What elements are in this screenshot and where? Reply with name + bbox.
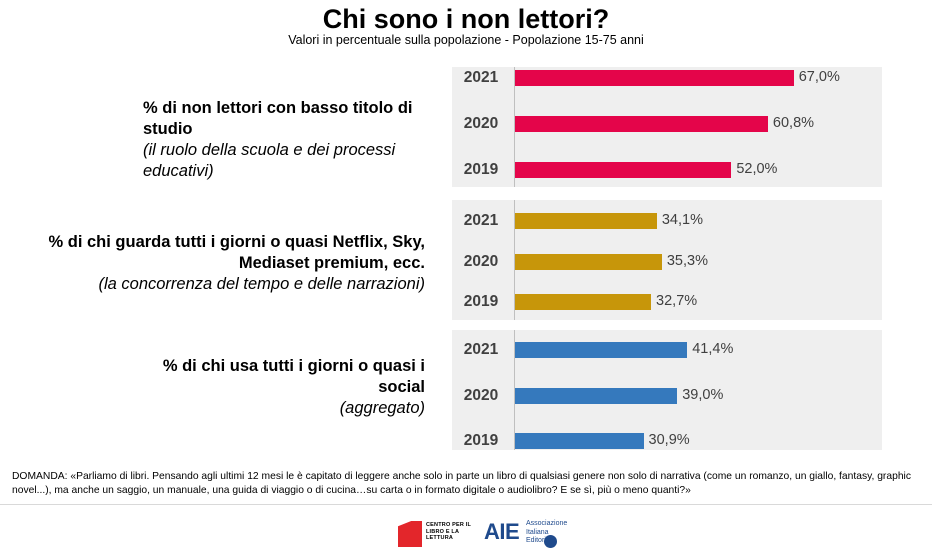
year-tick-label: 2021 [463, 69, 499, 86]
aie-logo-text: AIE [484, 519, 520, 544]
survey-question-footnote: DOMANDA: «Parliamo di libri. Pensando ag… [12, 471, 911, 496]
bar-3-2021 [515, 342, 688, 358]
bar-2-2021 [515, 213, 657, 229]
year-tick-label: 2019 [463, 293, 499, 310]
cepell-logo-mark-icon [398, 521, 422, 547]
cepell-logo: CENTRO PER IL LIBRO E LA LETTURA [398, 517, 478, 551]
cepell-logo-text: CENTRO PER IL LIBRO E LA LETTURA [426, 522, 471, 541]
group-label-low-education: % di non lettori con basso titolo di stu… [143, 99, 413, 180]
data-label: 52,0% [736, 161, 778, 177]
chart-subtitle: Valori in percentuale sulla popolazione … [288, 33, 644, 47]
category-axis-line [514, 330, 515, 450]
year-tick-label: 2021 [463, 212, 499, 229]
year-tick-label: 2020 [463, 387, 499, 404]
bar-2-2020 [515, 254, 662, 270]
year-tick-label: 2019 [463, 432, 499, 449]
year-tick-label: 2021 [463, 341, 499, 358]
group-label-social: % di chi usa tutti i giorni o quasi i so… [162, 357, 425, 417]
data-label: 39,0% [682, 387, 724, 403]
footer-divider [0, 504, 932, 505]
data-label: 35,3% [666, 253, 708, 269]
data-label: 60,8% [772, 115, 815, 131]
data-label: 41,4% [692, 341, 734, 357]
aie-logo-badge-icon [544, 535, 557, 548]
category-axis-line [514, 200, 515, 320]
bar-3-2019 [515, 433, 644, 449]
year-tick-label: 2020 [463, 253, 499, 270]
data-label: 34,1% [661, 212, 703, 228]
group-label-streaming: % di chi guarda tutti i giorni o quasi N… [48, 233, 426, 293]
year-tick-label: 2020 [463, 115, 499, 132]
data-label: 30,9% [648, 432, 690, 448]
bar-1-2021 [515, 70, 794, 86]
aie-logo-subtext: Associazione Italiana Editori [526, 520, 568, 544]
category-axis-line [514, 67, 515, 187]
bar-1-2020 [515, 116, 768, 132]
year-tick-label: 2019 [463, 161, 499, 178]
data-label: 32,7% [656, 293, 698, 309]
data-label: 67,0% [798, 69, 840, 85]
bar-1-2019 [515, 162, 732, 178]
chart-title: Chi sono i non lettori? [322, 4, 610, 34]
bar-3-2020 [515, 388, 678, 404]
aie-logo: AIE Associazione Italiana Editori [484, 517, 568, 551]
bar-2-2019 [515, 294, 652, 310]
